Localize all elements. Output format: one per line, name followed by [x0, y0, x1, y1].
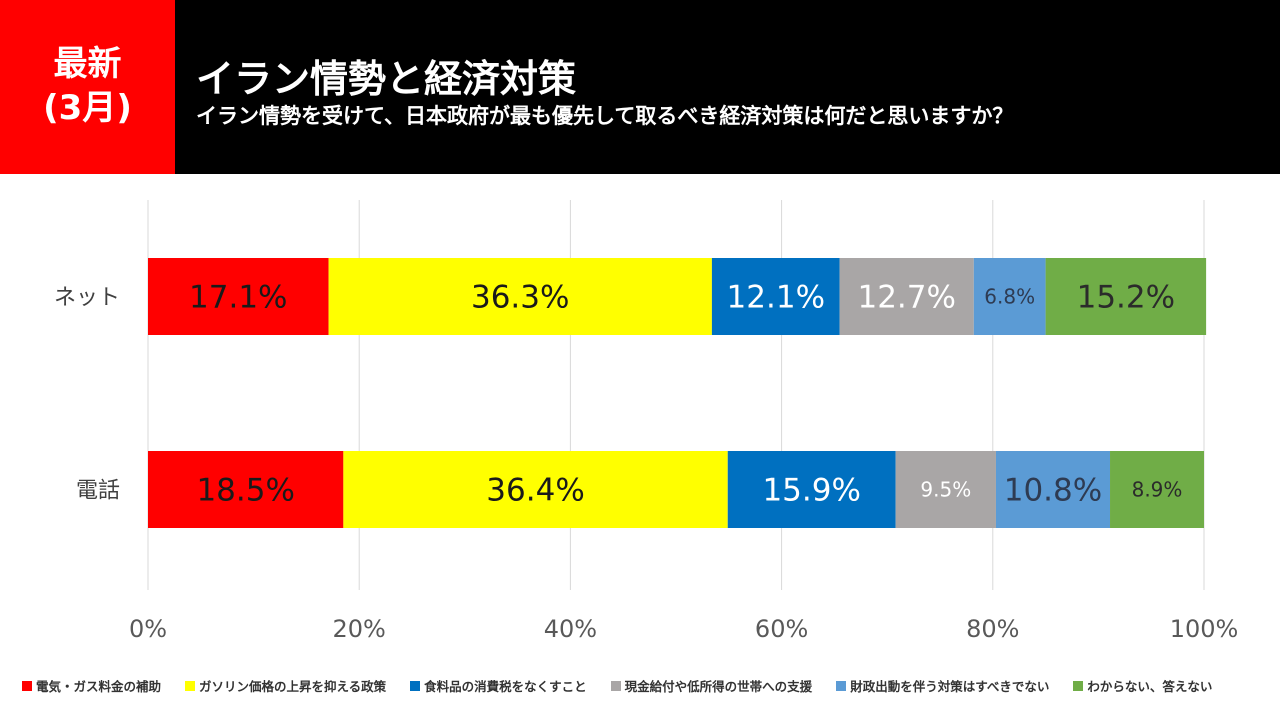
data-label: 18.5%	[196, 473, 294, 509]
data-label: 36.4%	[486, 473, 584, 509]
x-tick-label: 100%	[1170, 615, 1239, 643]
latest-badge: 最新 (3月)	[0, 0, 175, 174]
legend-item: 食料品の消費税をなくすこと	[410, 676, 587, 695]
x-tick-label: 60%	[755, 615, 808, 643]
bar-segment	[148, 451, 344, 528]
bar-segment	[973, 258, 1046, 335]
legend-swatch	[185, 680, 196, 691]
legend-swatch	[836, 680, 847, 691]
header: 最新 (3月) イラン情勢と経済対策 イラン情勢を受けて、日本政府が最も優先して…	[0, 0, 1280, 174]
bar-segment	[328, 258, 712, 335]
bar-segment	[148, 258, 329, 335]
data-label: 15.2%	[1077, 280, 1175, 316]
legend-label: わからない、答えない	[1087, 679, 1213, 694]
legend-item: 財政出動を伴う対策はすべきでない	[836, 676, 1049, 695]
data-label: 8.9%	[1132, 478, 1183, 502]
legend-swatch	[22, 680, 32, 691]
legend-label: 食料品の消費税をなくすこと	[424, 679, 587, 694]
legend-label: 財政出動を伴う対策はすべきでない	[850, 679, 1050, 694]
x-tick-label: 0%	[129, 615, 167, 643]
legend-swatch	[610, 680, 621, 691]
legend-item: ガソリン価格の上昇を抑える政策	[185, 676, 386, 695]
category-label: ネット	[54, 286, 120, 311]
page-subtitle: イラン情勢を受けて、日本政府が最も優先して取るべき経済対策は何だと思いますか？	[196, 104, 1014, 128]
legend-label: ガソリン価格の上昇を抑える政策	[199, 679, 387, 694]
bar-segment	[1110, 451, 1204, 528]
bar-segment	[343, 451, 728, 528]
bar-segment	[727, 451, 896, 528]
legend-item: 電気・ガス料金の補助	[22, 676, 161, 695]
badge-line1: 最新	[53, 44, 122, 84]
category-label: 電話	[76, 479, 120, 504]
x-tick-label: 40%	[544, 615, 597, 643]
badge-line2: (3月)	[43, 88, 132, 128]
data-label: 6.8%	[984, 285, 1035, 309]
bar-segment	[895, 451, 996, 528]
x-tick-label: 80%	[966, 615, 1019, 643]
page-title: イラン情勢と経済対策	[196, 57, 577, 101]
bar-segment	[839, 258, 974, 335]
legend-item: 現金給付や低所得の世帯への支援	[610, 676, 813, 695]
legend-item: わからない、答えない	[1073, 676, 1212, 695]
bar-segment	[1045, 258, 1207, 335]
legend-swatch	[410, 680, 421, 691]
data-label: 12.1%	[727, 280, 825, 316]
data-label: 36.3%	[471, 280, 569, 316]
data-label: 9.5%	[920, 478, 971, 502]
x-tick-label: 20%	[333, 615, 386, 643]
stacked-bar-chart: 0% 20% 40% 60% 80% 100% ネット 17.1% 36.3% 12.1% 12.7…	[54, 200, 1239, 643]
legend-label: 電気・ガス料金の補助	[36, 679, 162, 694]
legend-label: 現金給付や低所得の世帯への支援	[624, 679, 813, 694]
legend-swatch	[1073, 680, 1084, 691]
data-label: 17.1%	[189, 280, 287, 316]
bar-segment	[995, 451, 1111, 528]
data-label: 15.9%	[762, 473, 860, 509]
legend: 電気・ガス料金の補助 ガソリン価格の上昇を抑える政策 食料品の消費税をなくすこと 現金…	[22, 676, 1212, 695]
data-label: 12.7%	[857, 280, 955, 316]
data-label: 10.8%	[1004, 473, 1102, 509]
bar-segment	[711, 258, 840, 335]
